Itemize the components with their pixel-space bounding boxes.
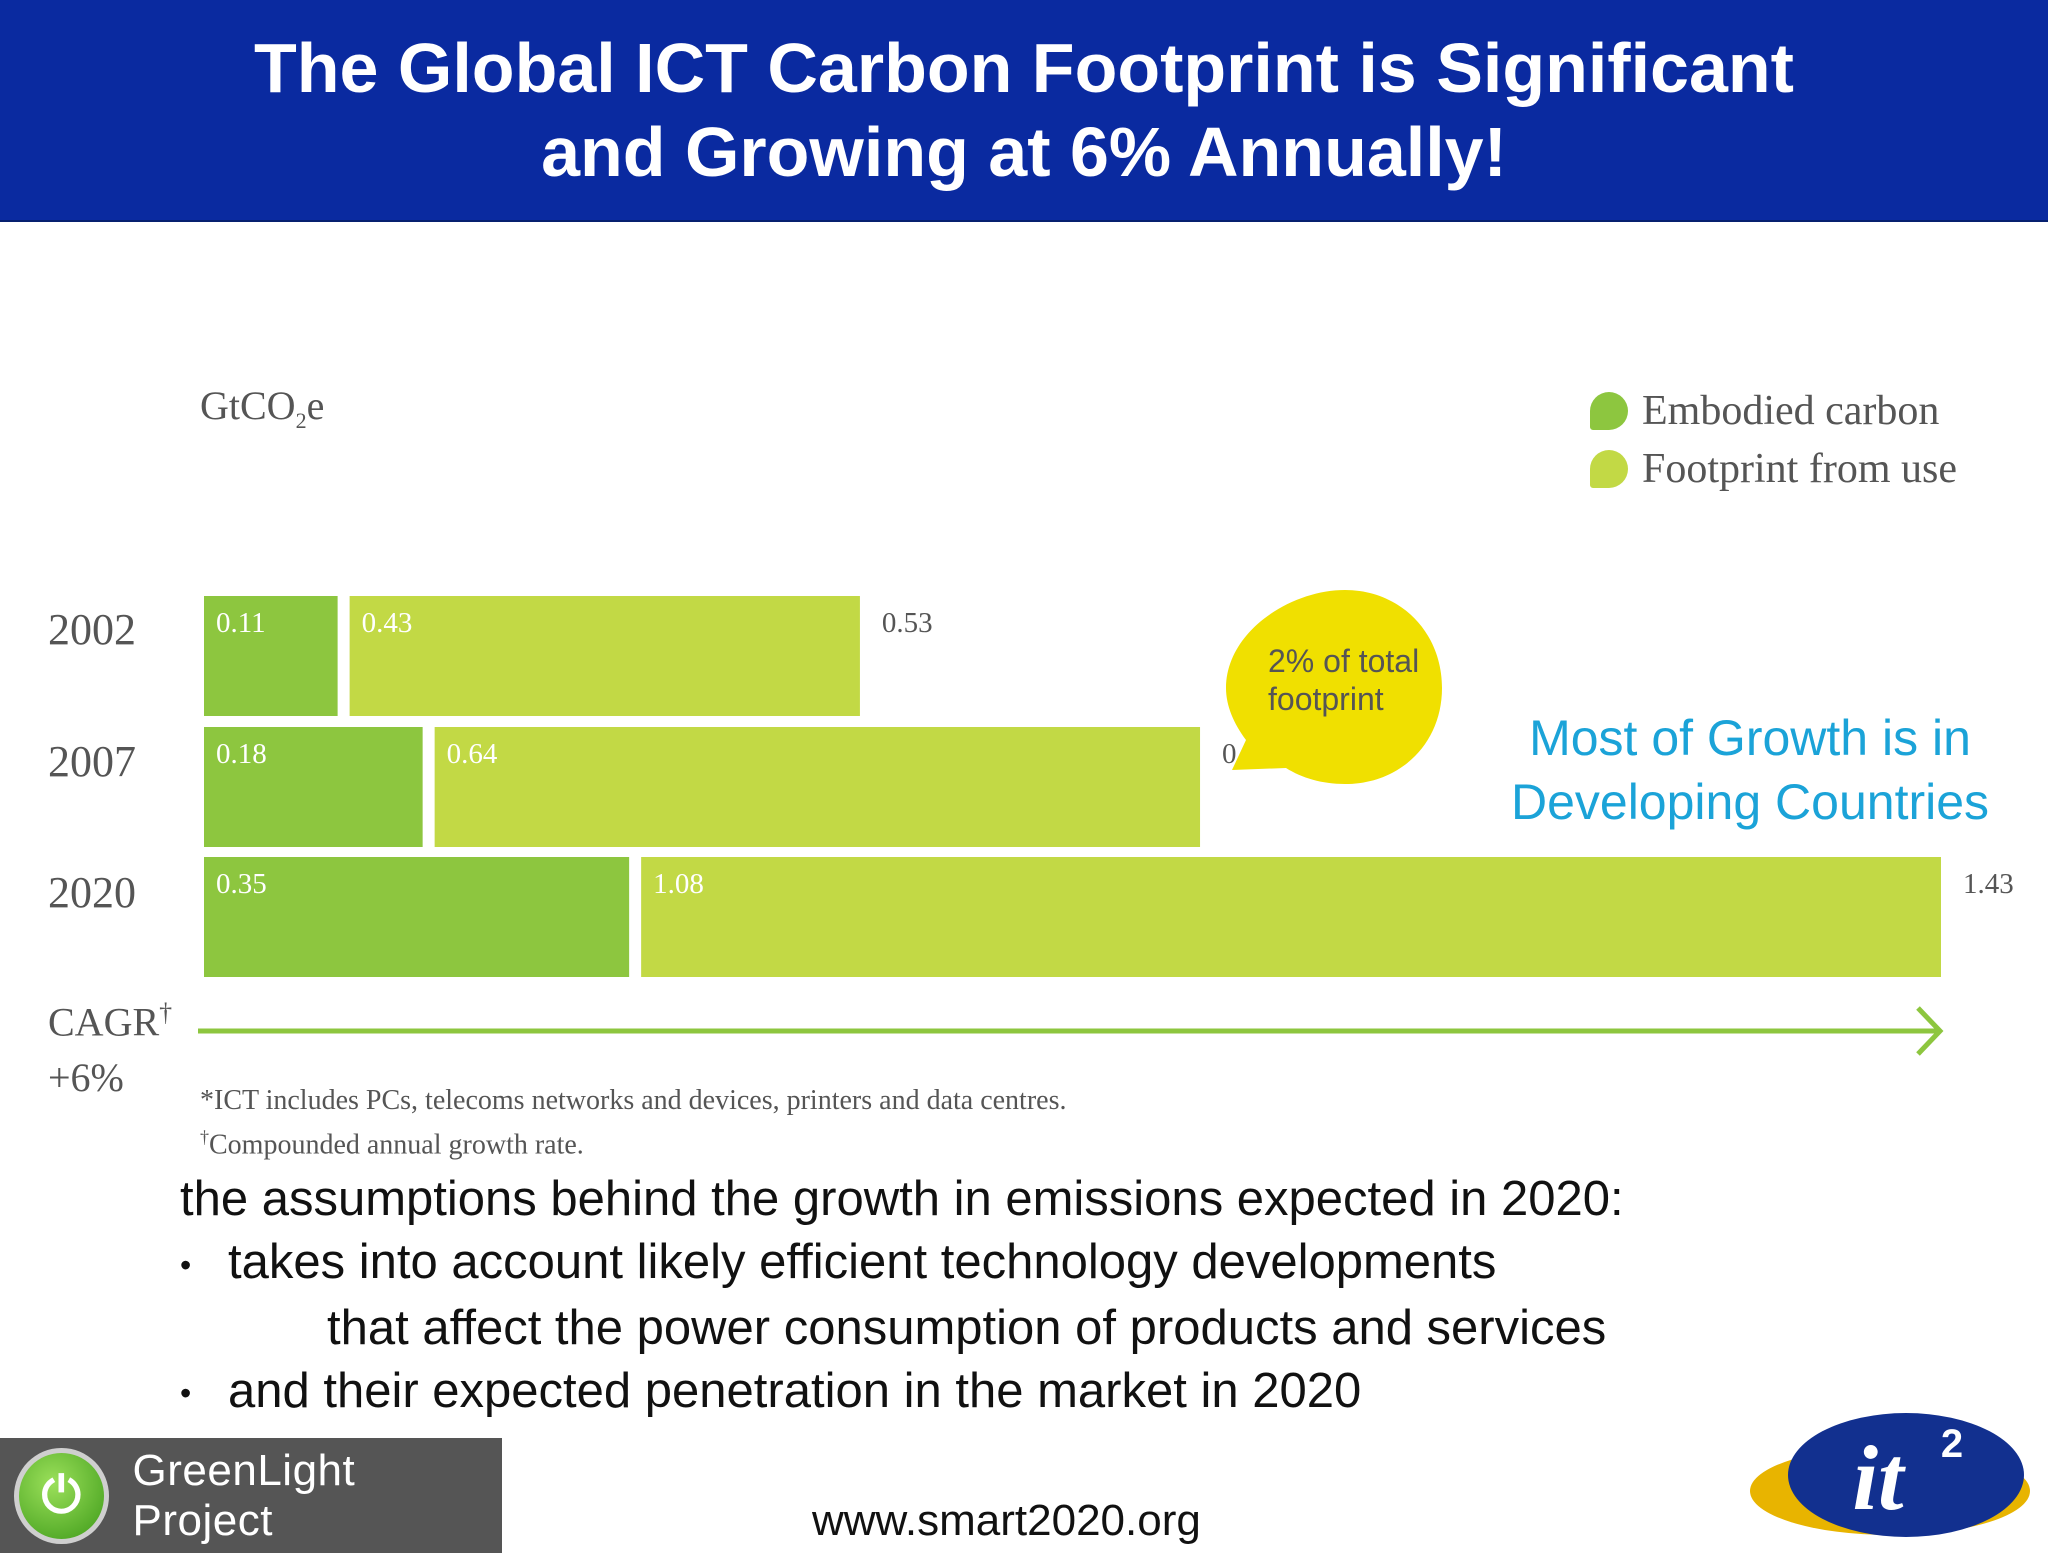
title-bar: The Global ICT Carbon Footprint is Signi… [0, 0, 2048, 220]
bullet-item-2: • and their expected penetration in the m… [180, 1360, 1624, 1426]
bullet-item-1: • takes into account likely efficient tec… [180, 1231, 1624, 1297]
bar-2002-use [349, 596, 860, 716]
bar-2007-use [434, 727, 1201, 847]
title-line-1: The Global ICT Carbon Footprint is Signi… [254, 29, 1794, 107]
bullet-text-1: takes into account likely efficient tech… [228, 1235, 1497, 1289]
cagr-value: +6% [48, 1055, 124, 1101]
legend-swatch-embodied [1590, 392, 1628, 430]
cagr-text: CAGR [48, 999, 160, 1045]
footnote-2-mark: † [200, 1127, 209, 1147]
year-label-2020: 2020 [48, 868, 136, 917]
cagr-arrow-head [1916, 1006, 1944, 1056]
bar-value-label-2007-embodied: 0.18 [216, 738, 267, 770]
legend-item-use: Footprint from use [1590, 440, 1957, 498]
unit-label-subscript: 2 [295, 408, 307, 433]
assumptions-intro: the assumptions behind the growth in emi… [180, 1172, 1624, 1226]
bar-total-label-2002: 0.53 [882, 607, 933, 639]
bar-value-label-2002-use: 0.43 [362, 607, 413, 639]
legend-label-use: Footprint from use [1642, 446, 1957, 492]
cagr-arrow [198, 1006, 1944, 1056]
footnote-2-text: Compounded annual growth rate. [209, 1129, 584, 1161]
cagr-title: CAGR† [48, 985, 172, 1050]
annotation-text: 2% of total footprint [1268, 642, 1419, 718]
greenlight-logo: ⏻ GreenLight Project [0, 1438, 502, 1553]
unit-label-suffix: e [306, 383, 325, 428]
chart-legend: Embodied carbon Footprint from use [1590, 382, 1957, 498]
bars-layer: 0.110.430.530.180.640.830.351.081.43 [204, 596, 2014, 977]
bar-total-label-2020: 1.43 [1963, 868, 2014, 900]
bullet-marker-1: • [180, 1246, 192, 1283]
bar-value-label-2020-embodied: 0.35 [216, 868, 267, 900]
annotation-bubble-shape [1226, 590, 1442, 784]
bar-2020-use [641, 857, 1941, 977]
bullet-text-2: and their expected penetration in the ma… [228, 1363, 1362, 1418]
bar-value-label-2002-embodied: 0.11 [216, 607, 266, 639]
it2-logo: it 2 [1750, 1413, 2030, 1537]
power-icon: ⏻ [14, 1447, 109, 1544]
legend-label-embodied: Embodied carbon [1642, 388, 1940, 434]
chart-footnotes: *ICT includes PCs, telecoms networks and… [200, 1082, 1066, 1163]
legend-swatch-use [1590, 450, 1628, 488]
it2-logo-oval [1788, 1413, 2024, 1537]
annotation-line-2: footprint [1268, 681, 1384, 717]
bullet-item-1-continued: that affect the power consumption of pro… [327, 1300, 1607, 1355]
it2-logo-text: it [1852, 1427, 1906, 1529]
title-line-2: and Growing at 6% Annually! [541, 113, 1507, 191]
year-label-2002: 2002 [48, 605, 136, 654]
unit-label-main: GtCO [200, 383, 296, 428]
bar-2020-embodied [204, 857, 630, 977]
greenlight-logo-text: GreenLight Project [132, 1445, 356, 1545]
it2-logo-superscript: 2 [1941, 1422, 1963, 1466]
bar-value-label-2007-use: 0.64 [447, 738, 498, 770]
unit-label: GtCO2e [200, 382, 324, 434]
annotation-bubble [1226, 590, 1442, 784]
bar-2007-embodied [204, 727, 423, 847]
callout-line-2: Developing Countries [1510, 774, 1990, 830]
source-url: www.smart2020.org [812, 1496, 1201, 1545]
callout-line-1: Most of Growth is in [1529, 710, 1971, 766]
cagr-label: CAGR† +6% [48, 985, 172, 1106]
legend-item-embodied: Embodied carbon [1590, 382, 1957, 440]
annotation-line-1: 2% of total [1268, 643, 1420, 679]
cagr-dagger: † [159, 998, 173, 1027]
footnote-1: *ICT includes PCs, telecoms networks and… [200, 1085, 1067, 1116]
assumptions-text: the assumptions behind the growth in emi… [180, 1168, 1624, 1425]
bullet-marker-2: • [180, 1375, 192, 1412]
growth-callout: Most of Growth is in Developing Countrie… [1480, 706, 2020, 834]
bar-2002-embodied [204, 596, 338, 716]
footnote-2: †Compounded annual growth rate. [200, 1119, 1066, 1163]
bar-value-label-2020-use: 1.08 [653, 868, 704, 900]
year-label-2007: 2007 [48, 737, 136, 786]
